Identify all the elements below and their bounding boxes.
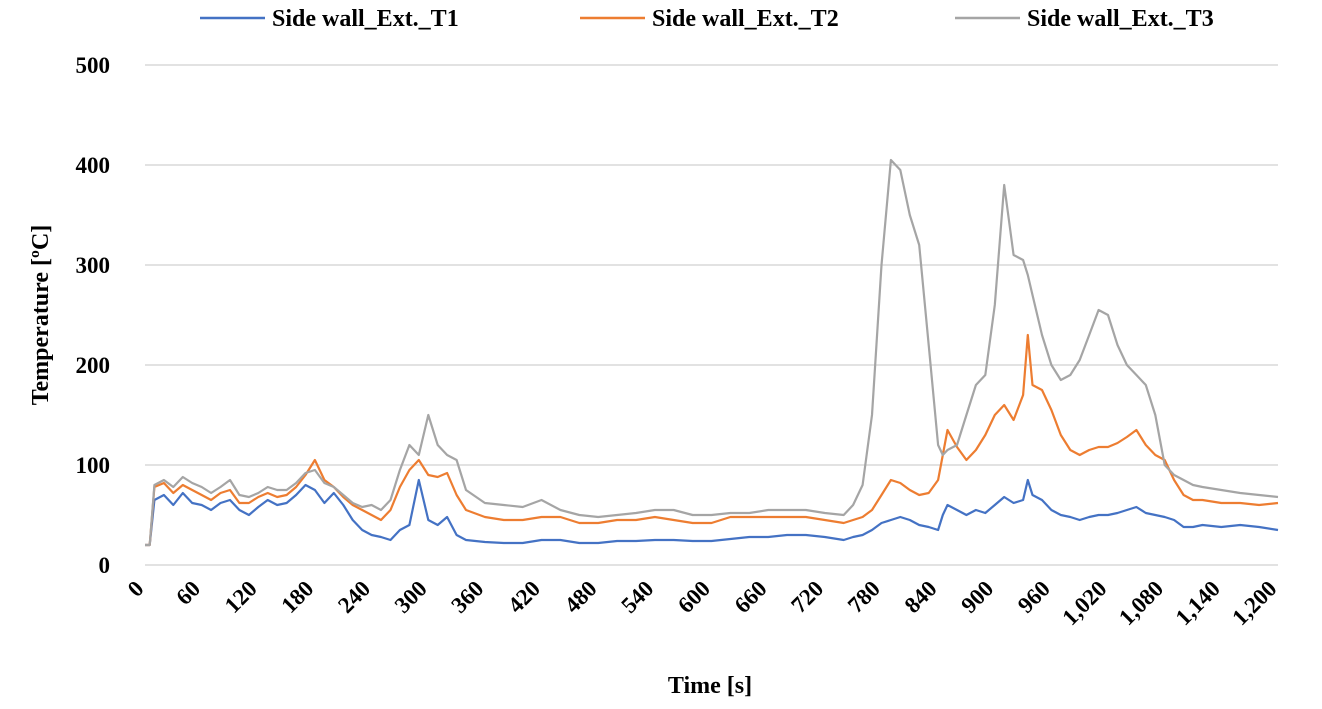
y-tick-label: 300 <box>76 253 111 278</box>
x-tick-label: 360 <box>446 576 488 618</box>
x-tick-label: 1,080 <box>1114 576 1168 630</box>
x-tick-label: 120 <box>220 576 262 618</box>
x-tick-label: 0 <box>123 576 149 602</box>
series-line <box>145 158 1279 547</box>
x-tick-label: 900 <box>956 576 998 618</box>
x-tick-label: 60 <box>171 576 205 610</box>
y-tick-label: 100 <box>76 453 111 478</box>
legend-label: Side wall_Ext._T2 <box>652 6 839 32</box>
legend-label: Side wall_Ext._T1 <box>272 6 459 32</box>
x-tick-label: 540 <box>616 576 658 618</box>
series-line <box>145 333 1279 547</box>
legend: Side wall_Ext._T1 Side wall_Ext._T2 Side w… <box>200 6 1214 32</box>
gridlines <box>145 64 1278 566</box>
x-tick-label: 840 <box>900 576 942 618</box>
x-tick-label: 720 <box>786 576 828 618</box>
x-tick-label: 180 <box>276 576 318 618</box>
y-tick-label: 200 <box>76 353 111 378</box>
y-tick-label: 0 <box>99 553 111 578</box>
x-tick-label: 1,020 <box>1057 576 1111 630</box>
x-tick-label: 420 <box>503 576 545 618</box>
x-tick-label: 300 <box>390 576 432 618</box>
x-axis-ticks: 0 60 120 180 240 300 360 420 480 540 600 660 720 780 8… <box>123 576 1282 630</box>
series-lines <box>145 158 1279 547</box>
x-tick-label: 780 <box>843 576 885 618</box>
x-tick-label: 1,140 <box>1171 576 1225 630</box>
y-tick-label: 500 <box>76 53 111 78</box>
x-tick-label: 480 <box>560 576 602 618</box>
y-axis-title: Temperature [ºC] <box>28 225 54 406</box>
x-tick-label: 660 <box>730 576 772 618</box>
y-tick-label: 400 <box>76 153 111 178</box>
y-axis-ticks: 0 100 200 300 400 500 <box>76 53 111 578</box>
legend-label: Side wall_Ext._T3 <box>1027 6 1214 32</box>
x-tick-label: 960 <box>1013 576 1055 618</box>
series-line <box>145 478 1279 547</box>
x-tick-label: 600 <box>673 576 715 618</box>
x-tick-label: 240 <box>333 576 375 618</box>
x-tick-label: 1,200 <box>1227 576 1281 630</box>
x-axis-title: Time [s] <box>668 673 752 699</box>
